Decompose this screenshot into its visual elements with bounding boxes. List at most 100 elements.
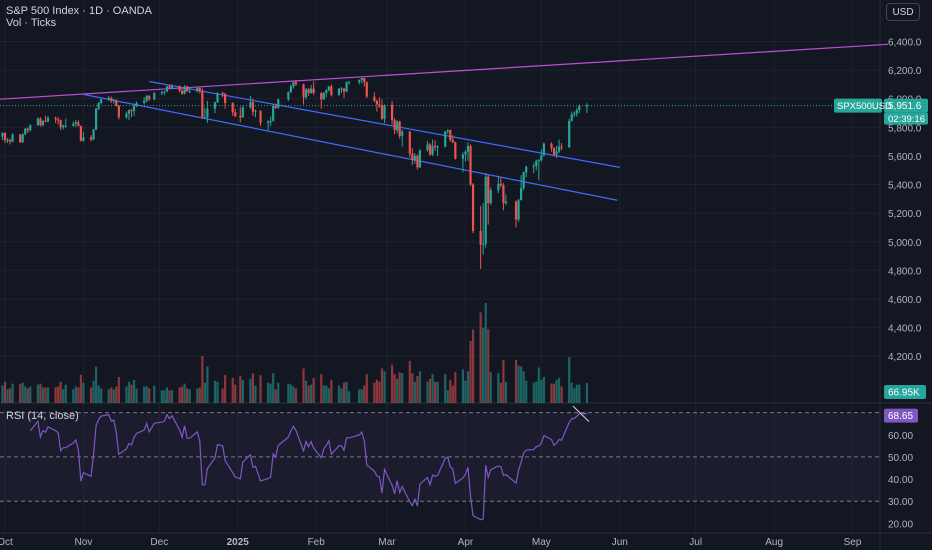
volume-bar [168,390,171,403]
candle [479,231,482,245]
volume-bar [72,389,75,403]
candle [413,155,416,161]
candle [390,105,394,121]
candle [251,102,255,112]
volume-bar [59,381,62,403]
volume-bar [198,387,201,403]
volume-bar [398,372,401,403]
volume-bar [254,385,257,403]
volume-bar [82,382,85,403]
volume-bar [444,374,447,403]
candle [74,122,77,124]
candle [502,185,505,204]
candle [206,108,209,118]
price-axis-label: 4,600.0 [888,295,922,306]
volume-bar [259,375,262,403]
volume-bar [26,388,29,403]
volume-bar [408,360,411,403]
candle [330,86,333,96]
candle [72,123,75,126]
volume-bar [206,366,209,403]
volume-bar [363,385,366,403]
candle [57,119,60,121]
candle [6,139,9,141]
volume-bar [241,379,244,403]
candle [11,134,14,142]
candle [345,82,348,92]
currency-button[interactable]: USD [886,3,920,21]
candle [568,120,571,148]
candle [532,165,535,167]
candle [358,80,361,83]
candle [431,145,434,155]
candle [525,166,528,173]
candle [393,120,396,131]
candle [46,117,50,122]
volume-bar [160,390,163,403]
volume-bar [3,381,7,403]
candle [62,125,65,128]
volume-bar [92,380,95,403]
volume-bar [431,374,434,403]
volume-bar [365,374,368,403]
candle [487,176,490,204]
candle [89,137,93,140]
volume-bar [570,382,573,403]
volume-bar [145,386,148,403]
candle [77,122,80,126]
volume-bar [39,383,42,403]
volume-bar [1,385,4,403]
candle [130,110,133,112]
volume-bar [294,388,298,403]
volume-bar [320,374,323,403]
volume-bar [330,379,333,403]
price-axis-label: 5,600.0 [888,152,922,163]
candles [1,77,588,269]
rsi-value: 68.65 [888,411,913,422]
rsi-band [0,412,880,502]
countdown-value: 02:39:16 [888,114,925,125]
candle [186,86,189,92]
volume-bar [94,366,98,403]
price-axis-label: 4,400.0 [888,324,922,335]
volume-bar [325,385,328,403]
volume-bar [568,357,571,403]
volume-bar [143,386,146,403]
rsi-axis-label: 20.00 [888,519,913,530]
candle [418,150,422,168]
candle [560,146,563,148]
volume-bar [178,387,181,403]
candle [249,102,252,108]
price-axis-label: 6,200.0 [888,66,922,77]
candle [41,120,45,126]
candle [360,77,363,81]
candle [100,99,103,103]
candle [540,155,543,161]
volume-bar [451,385,454,403]
volume-bar [390,364,394,403]
volume-bar [213,380,217,403]
volume-bar [378,381,381,403]
time-axis-label: Feb [308,537,326,548]
candle [269,120,272,122]
volume-bar [64,384,67,403]
candle [79,125,82,141]
candle [254,110,257,112]
candle [469,145,472,185]
volume-bar [302,368,305,403]
candle [145,95,148,101]
candle [54,117,57,120]
candle [310,88,313,93]
volume-bar [274,389,277,403]
candle [484,176,487,244]
volume-bar [135,388,138,403]
volume-bar [304,380,308,403]
time-axis-label: 2025 [227,537,250,548]
candle [125,113,128,118]
volume-bar [502,359,505,403]
volume-bar [401,373,404,403]
candle [112,100,115,102]
candle [428,144,432,155]
